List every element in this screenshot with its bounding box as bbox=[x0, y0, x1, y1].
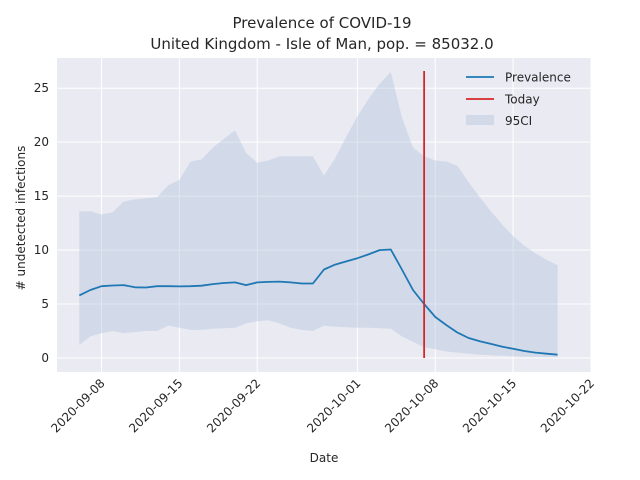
x-axis-ticks: 2020-09-08 2020-09-15 2020-09-22 2020-10-01… bbox=[48, 376, 597, 435]
chart-subtitle: United Kingdom - Isle of Man, pop. = 850… bbox=[150, 35, 493, 53]
grid-lines bbox=[57, 58, 592, 372]
x-tick-label: 2020-10-15 bbox=[460, 376, 519, 435]
y-axis-label: # undetected infections bbox=[14, 146, 28, 291]
y-axis-ticks: 0 5 10 15 20 25 bbox=[34, 81, 49, 365]
legend-prevalence-label: Prevalence bbox=[505, 71, 571, 85]
x-tick-label: 2020-09-08 bbox=[48, 376, 107, 435]
legend-ci-swatch bbox=[466, 115, 494, 125]
plot-area bbox=[57, 58, 591, 372]
y-tick-label: 0 bbox=[41, 351, 49, 365]
x-tick-label: 2020-10-22 bbox=[538, 376, 597, 435]
prevalence-line-layer bbox=[78, 248, 558, 356]
y-tick-label: 15 bbox=[34, 189, 49, 203]
legend-today-label: Today bbox=[504, 93, 540, 107]
x-tick-label: 2020-09-22 bbox=[204, 376, 263, 435]
y-tick-label: 5 bbox=[41, 297, 49, 311]
legend: Prevalence Today 95CI bbox=[466, 71, 571, 128]
chart-title: Prevalence of COVID-19 bbox=[232, 14, 411, 32]
y-tick-label: 20 bbox=[34, 135, 49, 149]
y-tick-label: 25 bbox=[34, 81, 49, 95]
x-tick-label: 2020-10-08 bbox=[382, 376, 441, 435]
x-tick-label: 2020-10-01 bbox=[304, 376, 363, 435]
y-tick-label: 10 bbox=[34, 243, 49, 257]
x-axis-label: Date bbox=[310, 451, 339, 465]
prevalence-line bbox=[78, 248, 558, 356]
legend-ci-label: 95CI bbox=[505, 114, 532, 128]
x-tick-label: 2020-09-15 bbox=[126, 376, 185, 435]
